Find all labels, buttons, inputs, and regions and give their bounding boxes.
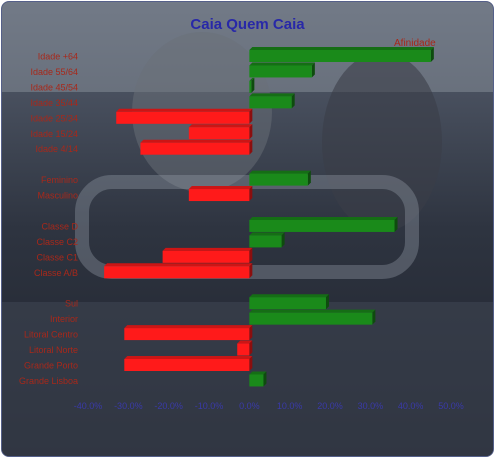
category-label: Classe D <box>41 221 78 231</box>
bar <box>237 340 253 356</box>
category-label: Idade 45/54 <box>30 82 78 92</box>
bar <box>124 325 253 341</box>
bar <box>249 170 311 186</box>
bar <box>249 232 285 248</box>
x-tick-label: 0.0% <box>239 401 260 411</box>
bar <box>116 108 253 124</box>
x-tick-label: 30.0% <box>358 401 384 411</box>
bar <box>249 371 267 387</box>
x-tick-label: -30.0% <box>114 401 143 411</box>
bar <box>249 77 255 93</box>
x-tick-label: 40.0% <box>398 401 424 411</box>
category-label: Idade 25/34 <box>30 113 78 123</box>
category-label: Grande Porto <box>24 361 78 371</box>
category-label: Idade 15/24 <box>30 129 78 139</box>
bar <box>188 186 253 202</box>
chart-title: Caia Quem Caia <box>190 16 305 33</box>
x-tick-label: 10.0% <box>277 401 303 411</box>
x-tick-label: -40.0% <box>74 401 103 411</box>
category-label: Feminino <box>41 175 78 185</box>
bar <box>249 47 434 62</box>
legend-label: Afinidade <box>394 38 436 49</box>
bar <box>249 216 398 232</box>
category-label: Idade 35/44 <box>30 98 78 108</box>
category-label: Idade 4/14 <box>35 144 78 154</box>
category-label: Idade +64 <box>38 52 78 62</box>
bar <box>249 294 329 310</box>
bar <box>124 356 253 371</box>
bar <box>249 93 295 109</box>
category-label: Classe A/B <box>34 268 78 278</box>
bar <box>140 139 253 155</box>
x-tick-label: -10.0% <box>195 401 224 411</box>
category-label: Litoral Centro <box>24 330 78 340</box>
x-tick-label: 20.0% <box>317 401 343 411</box>
category-label: Sul <box>65 299 78 309</box>
bar <box>249 309 376 325</box>
bar <box>188 124 253 140</box>
category-label: Classe C1 <box>36 252 78 262</box>
bar <box>249 62 315 78</box>
category-label: Classe C2 <box>36 237 78 247</box>
category-label: Interior <box>50 314 78 324</box>
bar <box>162 247 253 263</box>
x-tick-label: -20.0% <box>154 401 183 411</box>
category-label: Grande Lisboa <box>19 376 78 386</box>
category-label: Litoral Norte <box>29 345 78 355</box>
category-label: Masculino <box>37 191 78 201</box>
bar <box>104 263 253 279</box>
category-label: Idade 55/64 <box>30 67 78 77</box>
x-tick-label: 50.0% <box>438 401 464 411</box>
